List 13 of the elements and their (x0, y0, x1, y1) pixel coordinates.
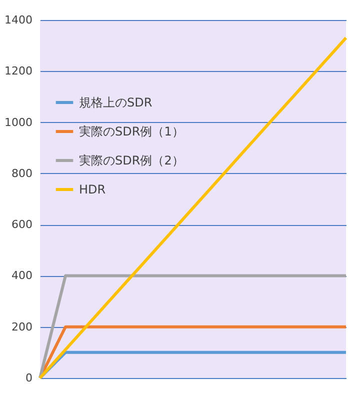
legend-label: HDR (79, 182, 106, 196)
y-tick-label: 200 (12, 320, 32, 334)
legend-label: 規格上のSDR (79, 96, 152, 110)
legend-label: 実際のSDR例（2） (79, 154, 184, 168)
y-tick-label: 1000 (4, 116, 32, 129)
legend-label: 実際のSDR例（1） (79, 124, 184, 138)
y-tick-label: 1400 (4, 14, 32, 26)
y-tick-label: 600 (12, 218, 32, 232)
y-tick-label: 400 (12, 269, 32, 282)
line-series (38, 36, 348, 380)
y-tick-label: 1200 (4, 64, 32, 78)
y-tick-label: 800 (12, 166, 32, 180)
y-tick-label: 0 (26, 372, 32, 384)
